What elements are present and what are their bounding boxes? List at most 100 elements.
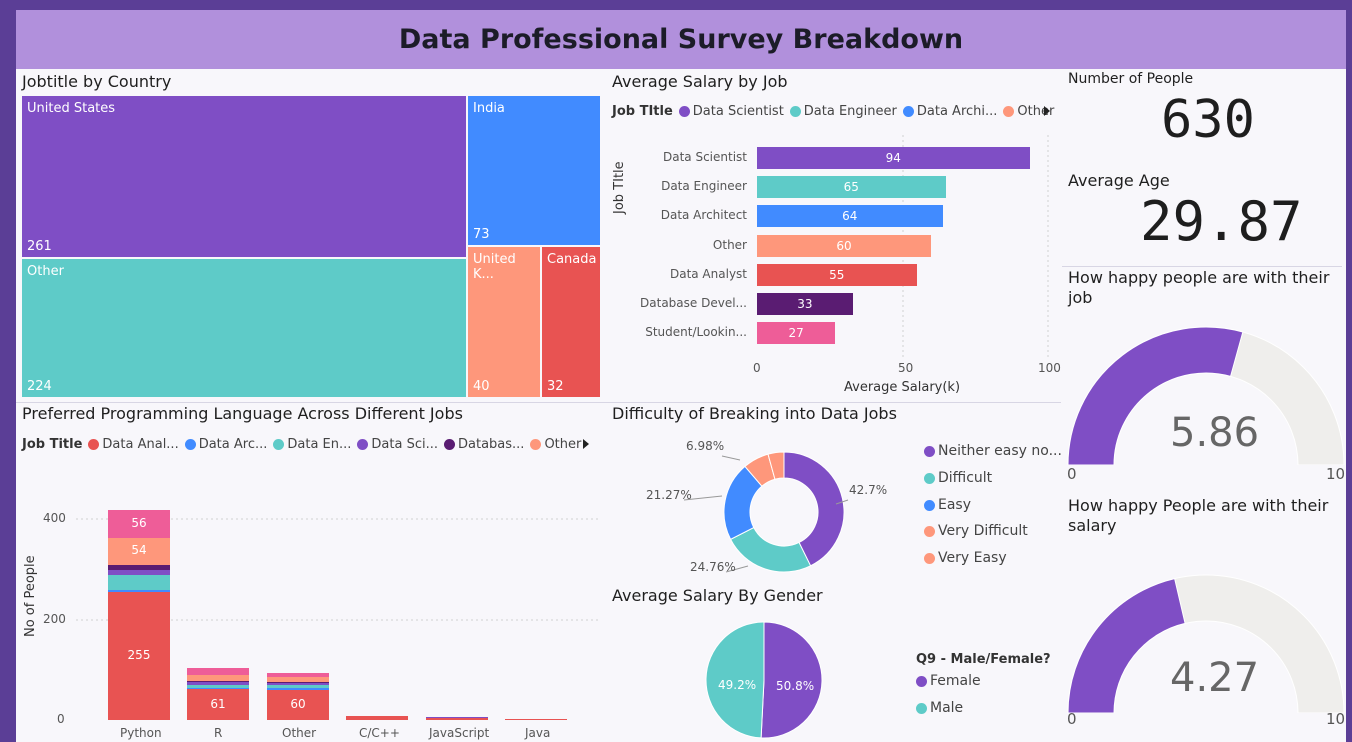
leader-line [725, 565, 749, 573]
salary-bar[interactable]: 33 [757, 293, 853, 315]
treemap-cell-value: 261 [27, 239, 52, 254]
legend-item[interactable]: Other [530, 437, 581, 452]
salary-bar[interactable]: 94 [757, 147, 1030, 169]
stacked-bar-segment[interactable] [267, 681, 329, 684]
salary-bar[interactable]: 64 [757, 205, 943, 228]
languages-title: Preferred Programming Language Across Di… [22, 404, 463, 423]
legend-dot [184, 439, 196, 450]
slice-label: 50.8% [776, 679, 815, 693]
legend-dot [88, 439, 100, 450]
legend-label: Databas... [458, 437, 525, 452]
bar-category-label: Data Analyst [669, 266, 747, 281]
legend-item[interactable]: Difficult [924, 470, 992, 486]
people-count-label: Number of People [1068, 71, 1194, 87]
salary-bar[interactable]: 55 [757, 263, 917, 286]
treemap-title: Jobtitle by Country [22, 72, 172, 91]
legend-item[interactable]: Data Sci... [357, 437, 438, 452]
stacked-bar-segment[interactable] [187, 689, 249, 720]
stacked-bar-segment[interactable] [346, 715, 408, 720]
legend-dot [924, 445, 935, 457]
bar-category-label: Data Architect [660, 208, 747, 223]
treemap-cell-other[interactable]: Other 224 [22, 259, 466, 397]
stacked-bar-segment[interactable] [267, 676, 329, 682]
legend-item[interactable]: Data Arc... [184, 437, 267, 452]
stacked-bar-segment[interactable] [505, 718, 567, 720]
stacked-bar-segment[interactable] [267, 672, 329, 677]
stacked-bar-segment[interactable] [108, 537, 170, 566]
treemap-cell-name: United States [27, 101, 116, 116]
treemap-cell-united-kingdom[interactable]: United K... 40 [468, 247, 540, 397]
legend-dot [357, 439, 369, 450]
stacked-bar-segment[interactable] [267, 685, 329, 689]
divider [1062, 266, 1342, 267]
stacked-bar-segment[interactable] [267, 689, 329, 720]
legend-dot [924, 472, 935, 484]
slice-label: 49.2% [718, 678, 757, 692]
stacked-bar-segment[interactable] [187, 684, 249, 688]
stacked-bar-segment[interactable] [108, 565, 170, 571]
legend-dot [924, 552, 935, 564]
legend-label: Data En... [287, 437, 352, 452]
gauge-fill[interactable] [1067, 326, 1244, 465]
treemap-cell-india[interactable]: India 73 [468, 96, 600, 245]
legend-item[interactable]: Female [916, 673, 981, 689]
legend-label: Data Sci... [371, 437, 438, 452]
salary-bar[interactable]: 60 [757, 234, 931, 257]
salary-happiness-title: How happy People are with their salary [1068, 496, 1329, 535]
legend-item[interactable]: Neither easy no... [924, 443, 1062, 459]
salary-bar[interactable]: 65 [757, 176, 946, 199]
stacked-bar-segment[interactable] [426, 716, 488, 718]
salary-happiness-gauge [1067, 574, 1345, 713]
legend-item[interactable]: Very Difficult [924, 523, 1028, 539]
treemap-cell-canada[interactable]: Canada 32 [542, 247, 600, 397]
stacked-bar-segment[interactable] [187, 674, 249, 681]
legend-item[interactable]: Male [916, 700, 963, 716]
stacked-bar-segment[interactable] [187, 687, 249, 690]
stacked-bar-segment[interactable] [108, 590, 170, 592]
legend-item[interactable]: Data En... [273, 437, 351, 452]
donut-slice[interactable] [729, 526, 812, 573]
stacked-bar-segment[interactable] [187, 682, 249, 685]
stacked-bar-segment[interactable] [426, 717, 488, 720]
treemap-cell-united-states[interactable]: United States 261 [22, 96, 466, 257]
legend-item[interactable]: Data Scientist [678, 104, 784, 119]
languages-legend: Job Title Data Anal... Data Arc... Data … [22, 437, 587, 452]
stacked-bar-segment[interactable] [267, 683, 329, 686]
pie-slice[interactable] [705, 621, 765, 739]
gauge-max: 10 [1326, 465, 1346, 483]
legend-item[interactable]: Data Anal... [88, 437, 179, 452]
stacked-bar-segment[interactable] [108, 575, 170, 591]
donut-slice[interactable] [767, 451, 785, 480]
treemap-cell-name: Canada [547, 252, 597, 267]
legend-item[interactable]: Data Engineer [789, 104, 897, 119]
gauge-min: 0 [1067, 710, 1077, 728]
leader-line [683, 495, 723, 501]
legend-label: Other [544, 437, 582, 452]
treemap-cell-name: Other [27, 264, 64, 279]
stacked-bar-segment[interactable] [267, 688, 329, 690]
leader-line [721, 455, 741, 461]
gauge-fill[interactable] [1067, 578, 1186, 713]
x-tick: JavaScript [429, 726, 490, 740]
page-title: Data Professional Survey Breakdown [398, 24, 964, 55]
x-tick: 100 [1038, 361, 1061, 375]
treemap-cell-name: India [473, 101, 505, 116]
stacked-bar-segment[interactable] [187, 668, 249, 675]
salary-bar[interactable]: 27 [757, 322, 836, 345]
legend-item[interactable]: Databas... [444, 437, 524, 452]
stacked-bar-segment[interactable] [108, 591, 170, 720]
pie-slice[interactable] [760, 621, 823, 739]
stacked-bar-segment[interactable] [108, 570, 170, 576]
treemap-cell-name: United K... [473, 252, 516, 282]
donut-slice[interactable] [783, 451, 845, 567]
dashboard-canvas: Data Professional Survey Breakdown Jobti… [16, 10, 1346, 742]
legend-item[interactable]: Very Easy [924, 550, 1007, 566]
stacked-bar-segment[interactable] [187, 680, 249, 683]
treemap-cell-value: 40 [473, 379, 490, 394]
legend-next-arrow-icon[interactable] [1044, 106, 1050, 116]
legend-next-arrow-icon[interactable] [583, 439, 589, 449]
legend-item[interactable]: Easy [924, 497, 971, 513]
stacked-bar-segment[interactable] [108, 509, 170, 538]
legend-item[interactable]: Data Archi... [902, 104, 997, 119]
legend-dot [924, 525, 935, 537]
